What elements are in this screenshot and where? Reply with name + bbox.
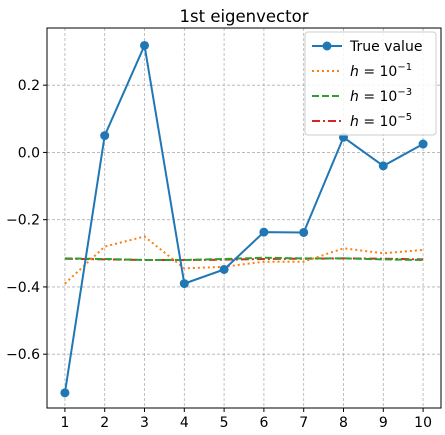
y-tick-label: 0.2 — [18, 78, 40, 94]
x-tick-label: 4 — [180, 415, 189, 431]
series-line — [64, 235, 424, 285]
legend-label-exponent: −5 — [397, 112, 412, 123]
x-tick-label: 3 — [140, 415, 149, 431]
legend-label-base: h = 10 — [350, 114, 397, 130]
legend-label-exponent: −1 — [397, 62, 412, 73]
grid — [47, 28, 441, 408]
legend-marker — [322, 41, 332, 51]
legend-label-exponent: −3 — [397, 87, 412, 98]
legend-label-base: h = 10 — [350, 89, 397, 105]
data-point — [259, 227, 269, 237]
data-point — [299, 227, 309, 237]
y-axis: 0.2 0.0 −0.2 −0.4 −0.6 — [6, 78, 47, 363]
y-tick-label: −0.6 — [6, 347, 40, 363]
y-tick-label: −0.4 — [6, 280, 40, 296]
data-point — [60, 388, 70, 398]
data-point — [378, 161, 388, 171]
data-point — [219, 264, 229, 274]
x-tick-label: 2 — [100, 415, 109, 431]
x-tick-label: 6 — [259, 415, 268, 431]
x-axis: 1 2 3 4 5 6 7 8 9 10 — [60, 408, 432, 431]
x-tick-label: 9 — [379, 415, 388, 431]
chart-title: 1st eigenvector — [180, 7, 309, 26]
legend-label-base: True value — [349, 39, 422, 55]
x-tick-label: 7 — [299, 415, 308, 431]
data-point — [140, 40, 150, 50]
legend-label: h = 10−5 — [350, 112, 412, 130]
legend-box — [304, 31, 437, 136]
y-tick-label: −0.2 — [6, 213, 40, 229]
legend-label: h = 10−3 — [350, 87, 412, 105]
x-tick-label: 10 — [414, 415, 432, 431]
data-point — [179, 279, 189, 289]
y-tick-label: 0.0 — [18, 145, 40, 161]
data-point — [100, 131, 110, 141]
series-line — [64, 257, 424, 261]
legend-label: True value — [349, 39, 422, 55]
legend-label-base: h = 10 — [350, 64, 397, 80]
legend-label: h = 10−1 — [350, 62, 412, 80]
x-tick-label: 8 — [339, 415, 348, 431]
data-point — [418, 139, 428, 149]
x-tick-label: 5 — [220, 415, 229, 431]
series-line — [63, 42, 424, 394]
x-tick-label: 1 — [60, 415, 69, 431]
plot-frame — [46, 27, 442, 409]
